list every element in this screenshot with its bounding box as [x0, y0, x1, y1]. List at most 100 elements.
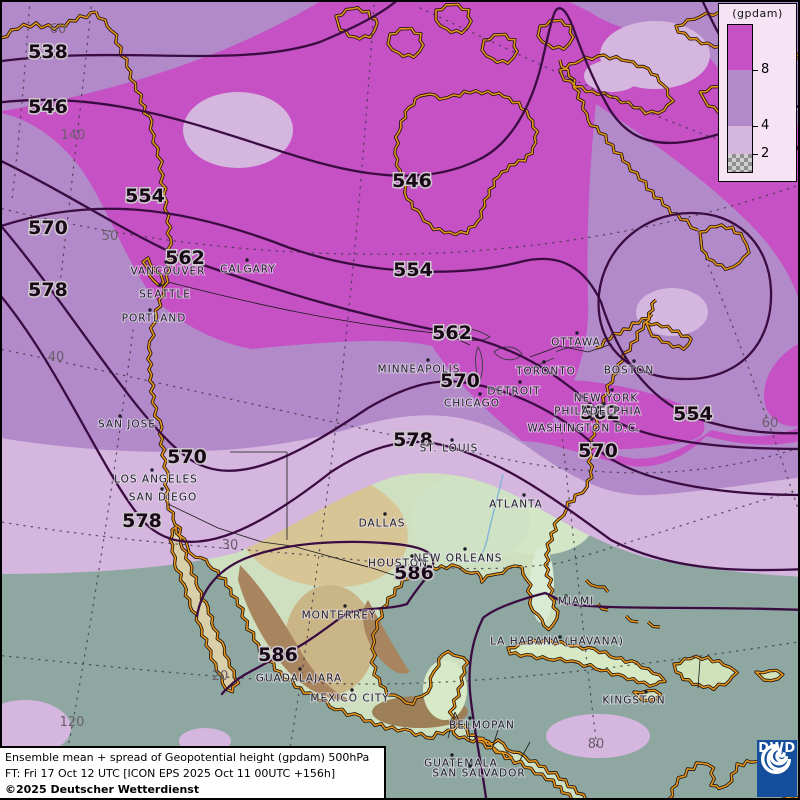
city-label: DETROIT [487, 386, 540, 398]
coast-line [521, 519, 559, 631]
legend-tick-label: 8 [761, 61, 770, 77]
contour-label: 578 [28, 279, 68, 301]
contour-label: 554 [673, 403, 713, 425]
city-dot [610, 388, 614, 392]
caption-copyright: ©2025 Deutscher Wetterdienst [5, 783, 200, 796]
legend-tick-label: 2 [761, 145, 770, 161]
contour-label: 570 [440, 370, 480, 392]
terrain-florida [530, 547, 554, 623]
city-label: OTTAWA [551, 337, 601, 349]
mississippi-river [476, 473, 504, 564]
coast-line [169, 526, 240, 693]
contour-label: 586 [258, 644, 298, 666]
city-dot [410, 554, 414, 558]
coast-line [625, 615, 639, 623]
central-america-borders [447, 659, 701, 761]
coast-line [507, 639, 666, 687]
contour-label: 578 [393, 429, 433, 451]
contour-label: 586 [394, 562, 434, 584]
city-dot [150, 468, 154, 472]
legend-tick-mark [752, 126, 758, 127]
caption-parameter: Ensemble mean + spread of Geopotential h… [5, 751, 370, 764]
contour-label: 578 [122, 510, 162, 532]
contour-546 [0, 7, 800, 177]
city-label: CALGARY [220, 264, 276, 276]
contour-570 [0, 223, 800, 497]
contour-label: 562 [580, 402, 620, 424]
dwd-logo: DWD [757, 740, 797, 797]
city-label: SEATTLE [139, 289, 191, 301]
city-label: LA HABANA (HAVANA) [490, 636, 624, 648]
contour-label: 554 [125, 185, 165, 207]
legend-band-lt2-checker [728, 154, 752, 172]
city-dot [343, 604, 347, 608]
contour-label: 546 [392, 170, 432, 192]
coast-line [699, 224, 750, 271]
legend-tick-mark [752, 154, 758, 155]
city-label: HOUSTON [368, 558, 428, 570]
legend-colorbar [727, 24, 753, 173]
city-dot [160, 487, 164, 491]
city-dot [558, 635, 562, 639]
city-dot [350, 688, 354, 692]
grid-label: 30 [222, 538, 239, 553]
coast-line [394, 89, 539, 236]
contour-562 [0, 159, 800, 451]
city-dot [564, 594, 568, 598]
city-label: SAN DIEGO [129, 492, 197, 504]
coast-line [673, 655, 738, 691]
contour-label: 570 [578, 440, 618, 462]
grid-label: 120 [60, 715, 85, 730]
contour-538 [0, 0, 400, 63]
grid-label: 60 [762, 416, 779, 431]
contour-label: 570 [167, 446, 207, 468]
legend-band-gt8 [728, 25, 752, 70]
coast-line [595, 313, 653, 349]
city-label: GUADALAJARA [256, 673, 343, 685]
coast-line [335, 6, 378, 40]
island-fill [508, 639, 666, 687]
contour-label: 570 [28, 217, 68, 239]
city-label: SAN SALVADOR [432, 768, 525, 780]
city-dot [450, 753, 454, 757]
city-label: TORONTO [515, 366, 576, 378]
city-dot [575, 331, 579, 335]
graticule [0, 0, 800, 749]
us-mexico-border [167, 503, 404, 579]
city-label: LOS ANGELES [114, 474, 198, 486]
city-label: GUATEMALA [424, 758, 498, 770]
city-label: BELMOPAN [449, 720, 515, 732]
city-dot [518, 380, 522, 384]
grid-label: 60 [50, 22, 67, 37]
coast-line [0, 11, 97, 39]
city-dot [478, 392, 482, 396]
grid-labels: 60 140 50 40 30 20 120 80 60 [48, 22, 779, 752]
coast-line [647, 621, 661, 628]
grid-label: 140 [61, 128, 86, 143]
contour-label: 538 [28, 41, 68, 63]
caption-box: Ensemble mean + spread of Geopotential h… [0, 746, 386, 800]
coast-line [633, 689, 662, 702]
contour-label: 562 [165, 247, 205, 269]
city-label: VANCOUVER [131, 266, 206, 278]
terrain-sierra-or [363, 600, 410, 674]
city-dot [298, 667, 302, 671]
contour-586-west [195, 540, 435, 696]
city-dot [632, 359, 636, 363]
spread-patch [546, 714, 650, 758]
city-dot [383, 512, 387, 516]
city-label: ST. LOUIS [420, 443, 479, 455]
city-label: PORTLAND [122, 313, 187, 325]
coast-line [559, 54, 675, 115]
island-fill [170, 527, 239, 692]
legend-band-4-8 [728, 70, 752, 126]
city-dot [644, 690, 648, 694]
spread-legend: (gpdam) 8 4 2 [718, 3, 797, 182]
grid-label: 80 [588, 737, 605, 752]
coast-line [585, 579, 609, 593]
coast-line [147, 281, 170, 504]
